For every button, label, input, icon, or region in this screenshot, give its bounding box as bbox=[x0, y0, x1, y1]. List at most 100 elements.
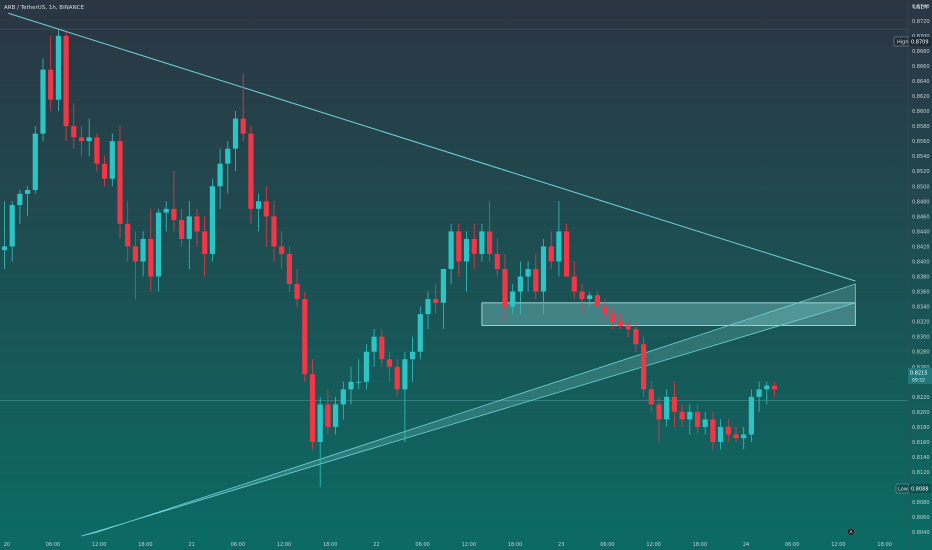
candle bbox=[394, 359, 400, 397]
time-tick-label: 12:00 bbox=[92, 542, 106, 548]
candle bbox=[48, 35, 54, 112]
low-label: Low bbox=[898, 487, 908, 493]
candle-body bbox=[617, 321, 624, 326]
candle-body bbox=[32, 133, 38, 191]
candle-body bbox=[155, 212, 162, 277]
candle bbox=[456, 223, 462, 277]
symbol-title[interactable]: ARB / TetherUS, 1h, BINANCE bbox=[4, 5, 85, 11]
price-tick-label: 0.8320 bbox=[912, 320, 930, 326]
time-tick-label: 24 bbox=[743, 542, 749, 548]
time-tick-label: 22 bbox=[373, 542, 379, 548]
candle bbox=[71, 103, 77, 149]
candle-body bbox=[78, 137, 85, 142]
candle bbox=[63, 32, 69, 142]
candle bbox=[94, 133, 100, 172]
candle bbox=[702, 411, 708, 435]
price-tick-label: 0.8620 bbox=[912, 94, 930, 100]
candle-body bbox=[540, 246, 547, 292]
candle bbox=[564, 223, 570, 277]
price-tick-label: 0.8160 bbox=[912, 440, 930, 446]
candle-body bbox=[517, 276, 523, 292]
candle-body bbox=[756, 389, 762, 397]
candle-body bbox=[594, 295, 600, 307]
candle bbox=[117, 126, 123, 239]
candle-body bbox=[510, 291, 516, 307]
candle bbox=[279, 231, 285, 269]
price-tick-label: 0.8140 bbox=[912, 455, 930, 461]
low-value: 0.8088 bbox=[911, 487, 929, 493]
time-tick-label: 06:00 bbox=[785, 542, 799, 548]
candle-body bbox=[294, 284, 300, 300]
time-tick-label: 20 bbox=[4, 542, 10, 548]
candle-body bbox=[256, 201, 262, 209]
candle-body bbox=[240, 118, 246, 134]
candle-body bbox=[648, 389, 654, 405]
candle bbox=[641, 336, 647, 397]
candle bbox=[78, 126, 85, 157]
candle bbox=[340, 381, 346, 420]
time-tick-label: 18:00 bbox=[508, 542, 522, 548]
candle-body bbox=[548, 246, 554, 262]
candle-body bbox=[209, 186, 215, 254]
candle bbox=[186, 201, 192, 269]
candle-body bbox=[687, 411, 693, 420]
candle-body bbox=[109, 141, 115, 179]
candle-body bbox=[725, 426, 731, 435]
candle-body bbox=[333, 404, 339, 427]
candle bbox=[571, 261, 577, 300]
candle bbox=[533, 253, 539, 300]
candle bbox=[725, 419, 731, 442]
candle bbox=[510, 284, 516, 315]
time-tick-label: 12:00 bbox=[277, 542, 291, 548]
candle bbox=[109, 133, 115, 187]
candle-body bbox=[286, 253, 292, 285]
candle bbox=[86, 118, 92, 157]
candle-body bbox=[771, 385, 778, 390]
candle bbox=[617, 314, 624, 330]
candle bbox=[302, 291, 308, 382]
resistance-trendline[interactable] bbox=[8, 12, 856, 282]
candle bbox=[718, 419, 724, 450]
price-tick-label: 0.8280 bbox=[912, 350, 930, 356]
candle bbox=[594, 291, 600, 315]
candle bbox=[371, 329, 377, 367]
time-tick-label: 06:00 bbox=[231, 542, 245, 548]
candle-body bbox=[487, 231, 493, 254]
candle bbox=[102, 156, 108, 187]
drawing-lines[interactable] bbox=[0, 12, 908, 537]
candle-body bbox=[179, 220, 185, 239]
candle bbox=[733, 426, 739, 442]
price-tick-label: 0.8080 bbox=[912, 500, 930, 506]
price-tick-label: 0.8700 bbox=[912, 34, 930, 40]
candle bbox=[525, 261, 531, 292]
candle bbox=[771, 381, 778, 397]
candle-body bbox=[71, 126, 77, 138]
candle-body bbox=[448, 231, 454, 269]
candle-body bbox=[309, 374, 316, 442]
candle bbox=[363, 344, 369, 390]
candle bbox=[417, 306, 423, 360]
candle-body bbox=[279, 246, 285, 254]
candle bbox=[271, 201, 277, 262]
candle-body bbox=[587, 295, 593, 300]
price-tick-label: 0.8740 bbox=[912, 4, 930, 10]
candle-body bbox=[356, 381, 362, 383]
candle-body bbox=[456, 231, 462, 262]
candle-body bbox=[579, 291, 585, 300]
candle-body bbox=[741, 434, 747, 439]
candle-body bbox=[471, 238, 477, 254]
candle bbox=[625, 321, 631, 337]
candle-body bbox=[263, 201, 269, 217]
supply-zone[interactable] bbox=[481, 302, 856, 326]
candle-body bbox=[641, 344, 647, 390]
candle bbox=[209, 178, 215, 262]
time-axis[interactable]: 20 06:00 12:00 18:00 21 06:00 12:00 18:00 22 06:0… bbox=[4, 542, 892, 548]
candle bbox=[1, 201, 8, 269]
candle bbox=[140, 231, 146, 277]
support-channel[interactable] bbox=[81, 283, 856, 537]
currency-label: USDT bbox=[913, 5, 929, 11]
price-tick-label: 0.8060 bbox=[912, 515, 930, 521]
candle bbox=[348, 366, 354, 405]
